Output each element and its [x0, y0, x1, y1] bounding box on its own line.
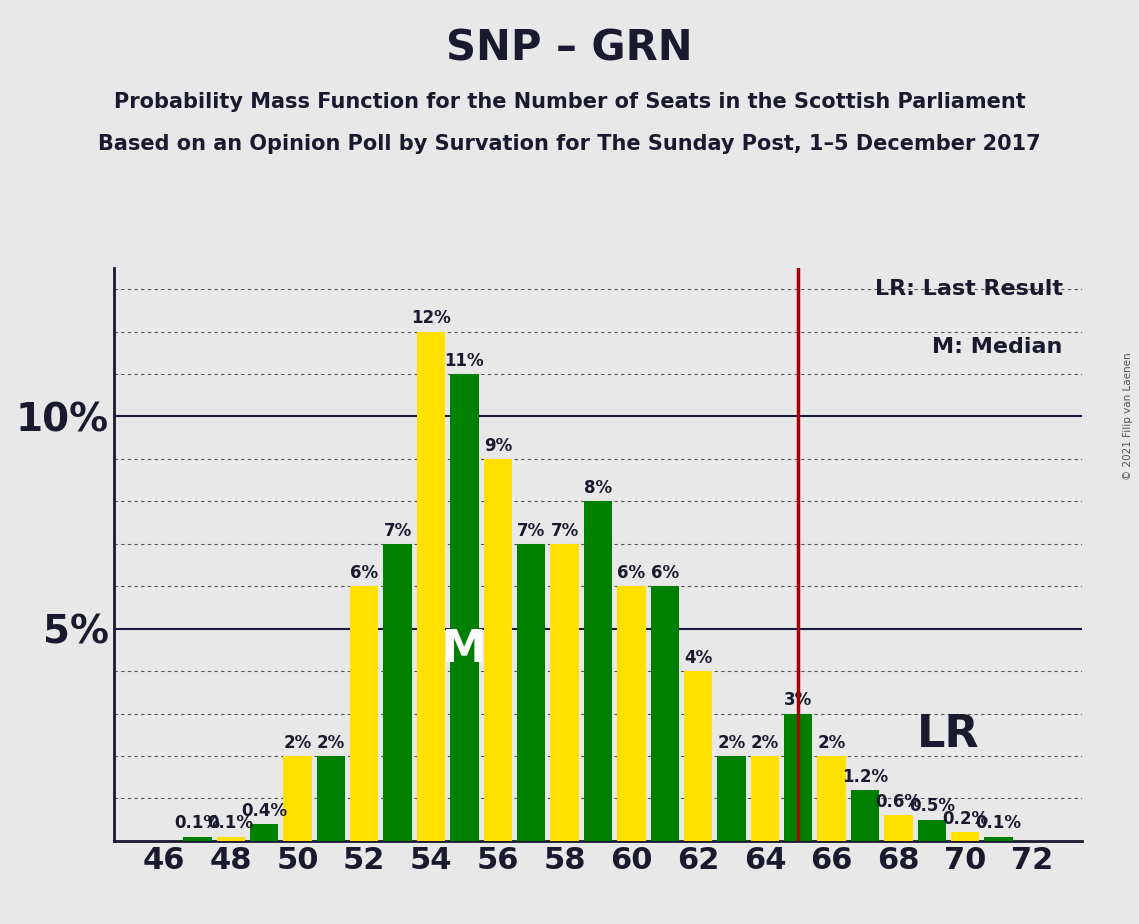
- Text: 12%: 12%: [411, 310, 451, 327]
- Text: Probability Mass Function for the Number of Seats in the Scottish Parliament: Probability Mass Function for the Number…: [114, 92, 1025, 113]
- Text: 7%: 7%: [517, 521, 546, 540]
- Text: 0.1%: 0.1%: [174, 814, 220, 833]
- Text: 0.1%: 0.1%: [976, 814, 1022, 833]
- Text: 6%: 6%: [650, 564, 679, 582]
- Bar: [584, 502, 612, 841]
- Bar: [216, 836, 245, 841]
- Bar: [851, 790, 879, 841]
- Bar: [284, 756, 312, 841]
- Text: 6%: 6%: [350, 564, 378, 582]
- Text: 1.2%: 1.2%: [842, 768, 888, 785]
- Text: 0.1%: 0.1%: [207, 814, 254, 833]
- Text: M: M: [442, 628, 486, 672]
- Bar: [918, 820, 947, 841]
- Bar: [884, 815, 912, 841]
- Text: 4%: 4%: [685, 649, 712, 667]
- Bar: [384, 544, 412, 841]
- Text: 6%: 6%: [617, 564, 646, 582]
- Text: 2%: 2%: [317, 734, 345, 752]
- Bar: [784, 713, 812, 841]
- Text: 0.2%: 0.2%: [942, 810, 989, 828]
- Bar: [517, 544, 546, 841]
- Text: © 2021 Filip van Laenen: © 2021 Filip van Laenen: [1123, 352, 1133, 480]
- Bar: [550, 544, 579, 841]
- Bar: [751, 756, 779, 841]
- Bar: [617, 586, 646, 841]
- Text: 0.6%: 0.6%: [876, 793, 921, 811]
- Bar: [984, 836, 1013, 841]
- Text: 7%: 7%: [384, 521, 412, 540]
- Bar: [484, 459, 513, 841]
- Text: 11%: 11%: [444, 352, 484, 370]
- Text: 8%: 8%: [584, 480, 612, 497]
- Text: SNP – GRN: SNP – GRN: [446, 28, 693, 69]
- Text: 2%: 2%: [751, 734, 779, 752]
- Bar: [650, 586, 679, 841]
- Bar: [249, 824, 278, 841]
- Bar: [417, 332, 445, 841]
- Text: 2%: 2%: [718, 734, 746, 752]
- Text: 3%: 3%: [784, 691, 812, 710]
- Text: 0.4%: 0.4%: [241, 802, 287, 820]
- Bar: [350, 586, 378, 841]
- Text: 2%: 2%: [284, 734, 312, 752]
- Text: LR: LR: [917, 713, 980, 756]
- Bar: [818, 756, 846, 841]
- Bar: [450, 374, 478, 841]
- Text: 9%: 9%: [484, 437, 511, 455]
- Bar: [951, 833, 980, 841]
- Text: 0.5%: 0.5%: [909, 797, 954, 815]
- Text: 7%: 7%: [550, 521, 579, 540]
- Text: LR: Last Result: LR: Last Result: [875, 279, 1063, 299]
- Text: Based on an Opinion Poll by Survation for The Sunday Post, 1–5 December 2017: Based on an Opinion Poll by Survation fo…: [98, 134, 1041, 154]
- Text: M: Median: M: Median: [933, 336, 1063, 357]
- Bar: [183, 836, 212, 841]
- Bar: [317, 756, 345, 841]
- Bar: [718, 756, 746, 841]
- Bar: [683, 671, 712, 841]
- Text: 2%: 2%: [818, 734, 846, 752]
